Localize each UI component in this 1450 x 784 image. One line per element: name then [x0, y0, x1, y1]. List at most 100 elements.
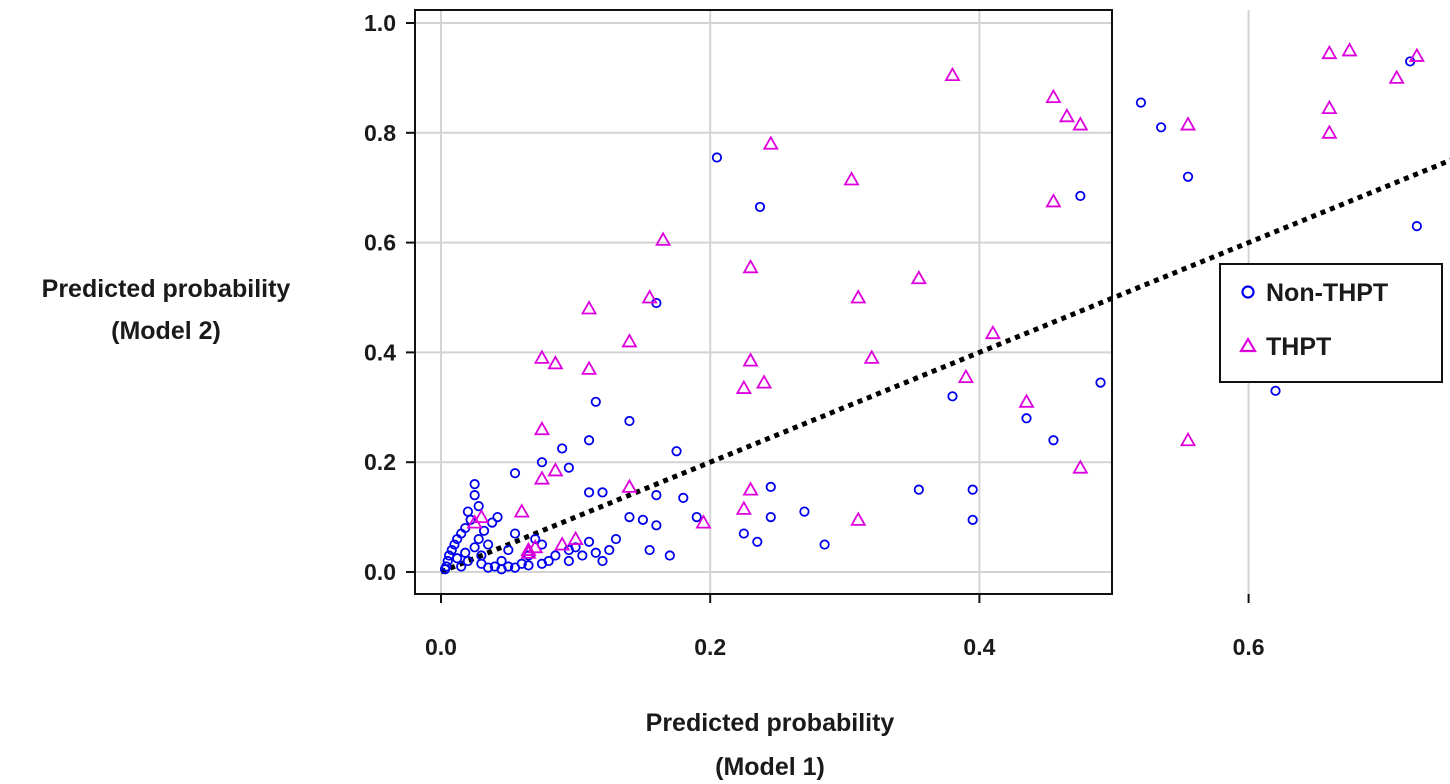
series-thpt	[466, 42, 1425, 559]
point-thpt	[742, 352, 759, 367]
point-non-thpt	[947, 391, 958, 402]
point-non-thpt	[523, 560, 534, 571]
point-non-thpt	[1048, 435, 1059, 446]
point-thpt	[547, 462, 564, 477]
point-non-thpt	[1411, 221, 1422, 232]
point-non-thpt	[563, 555, 574, 567]
y-tick-label: 0.2	[364, 449, 396, 475]
point-non-thpt	[651, 490, 662, 501]
y-tick-label: 0.8	[364, 120, 396, 146]
point-non-thpt	[678, 492, 689, 503]
point-thpt	[695, 514, 712, 529]
point-thpt	[1341, 42, 1358, 57]
point-thpt	[735, 500, 752, 515]
point-thpt	[1058, 108, 1075, 123]
point-thpt	[755, 374, 773, 389]
point-non-thpt	[483, 562, 494, 573]
point-non-thpt	[583, 435, 595, 446]
x-tick-label: 0.6	[1233, 634, 1265, 660]
point-thpt	[863, 349, 880, 364]
point-thpt	[957, 368, 974, 384]
x-tick-label: 0.2	[694, 634, 726, 660]
point-non-thpt	[583, 536, 595, 547]
point-thpt	[1179, 431, 1197, 447]
point-thpt	[621, 333, 638, 348]
point-non-thpt	[536, 558, 548, 569]
y-axis-title-line1: Predicted probability	[42, 275, 291, 303]
point-thpt	[1018, 393, 1035, 408]
point-non-thpt	[819, 539, 830, 550]
point-non-thpt	[624, 415, 635, 427]
point-non-thpt	[509, 562, 521, 573]
point-non-thpt	[1095, 377, 1106, 388]
point-non-thpt	[456, 561, 467, 572]
point-non-thpt	[590, 547, 601, 558]
legend-label-thpt: THPT	[1266, 333, 1331, 361]
point-thpt	[850, 511, 867, 526]
point-thpt	[1072, 459, 1089, 474]
point-thpt	[762, 135, 779, 150]
point-thpt	[910, 269, 927, 285]
point-thpt	[533, 349, 550, 364]
point-thpt	[1179, 116, 1197, 131]
point-non-thpt	[651, 520, 662, 531]
point-non-thpt	[1182, 171, 1194, 182]
x-axis-title-line1: Predicted probability	[646, 709, 895, 737]
y-axis-title-line2: (Model 2)	[111, 317, 221, 345]
point-non-thpt	[1156, 122, 1167, 133]
point-non-thpt	[563, 462, 574, 473]
point-thpt	[1321, 44, 1338, 60]
point-thpt	[850, 289, 867, 304]
point-non-thpt	[446, 544, 457, 556]
point-non-thpt	[691, 511, 702, 523]
x-tick-label: 0.0	[425, 634, 457, 660]
y-tick-label: 1.0	[364, 10, 396, 36]
point-non-thpt	[483, 539, 494, 550]
point-non-thpt	[550, 550, 561, 561]
point-thpt	[466, 514, 483, 529]
point-thpt	[533, 470, 550, 485]
legend: Non-THPT THPT	[1219, 263, 1443, 383]
point-non-thpt	[1270, 385, 1281, 396]
point-non-thpt	[597, 555, 608, 567]
point-non-thpt	[610, 533, 622, 545]
point-non-thpt	[765, 511, 776, 523]
point-non-thpt	[462, 506, 474, 517]
point-non-thpt	[503, 544, 514, 556]
point-thpt	[621, 478, 638, 493]
point-thpt	[527, 538, 544, 554]
point-non-thpt	[1021, 413, 1032, 424]
point-non-thpt	[473, 533, 484, 545]
point-non-thpt	[644, 544, 655, 556]
point-non-thpt	[583, 487, 595, 498]
series-non-thpt	[439, 56, 1422, 575]
point-thpt	[1072, 116, 1089, 131]
point-non-thpt	[590, 396, 601, 407]
point-non-thpt	[711, 152, 723, 163]
point-non-thpt	[624, 511, 635, 523]
point-non-thpt	[439, 564, 451, 575]
point-non-thpt	[452, 533, 463, 545]
point-thpt	[1321, 124, 1338, 139]
point-non-thpt	[509, 468, 521, 479]
point-non-thpt	[557, 443, 568, 454]
point-non-thpt	[503, 561, 514, 572]
x-axis-ticks: 0.00.20.40.60.8	[425, 594, 1265, 660]
point-non-thpt	[754, 201, 766, 213]
point-non-thpt	[597, 487, 608, 498]
point-thpt	[944, 66, 961, 82]
legend-marker-non-thpt	[1241, 285, 1255, 299]
point-non-thpt	[469, 542, 480, 553]
x-tick-label: 0.4	[963, 634, 995, 660]
y-axis-ticks: 0.0 0.2 0.4 0.6 0.8 1.0	[364, 10, 415, 585]
point-non-thpt	[452, 553, 463, 564]
point-non-thpt	[473, 501, 484, 512]
point-non-thpt	[469, 479, 480, 490]
point-non-thpt	[1135, 97, 1147, 108]
point-non-thpt	[478, 525, 490, 536]
point-thpt	[742, 258, 759, 274]
point-non-thpt	[765, 481, 776, 493]
point-non-thpt	[509, 528, 521, 539]
grid-lines	[415, 10, 1250, 594]
